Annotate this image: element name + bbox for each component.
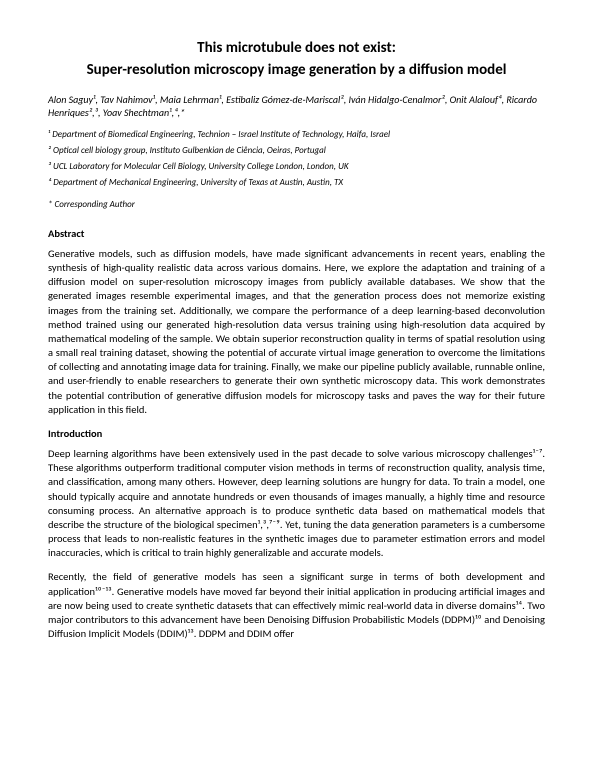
introduction-heading: Introduction [48,427,545,441]
affiliation-2: ² Optical cell biology group, Instituto … [48,145,545,156]
introduction-para-1: Deep learning algorithms have been exten… [48,447,545,560]
affiliation-1: ¹ Department of Biomedical Engineering, … [48,129,545,140]
paper-title-block: This microtubule does not exist: Super-r… [48,38,545,81]
abstract-heading: Abstract [48,227,545,241]
affiliation-4: ⁴ Department of Mechanical Engineering, … [48,177,545,188]
author-list: Alon Saguy¹, Tav Nahimov¹, Maia Lehrman¹… [48,93,545,119]
corresponding-author-note: * Corresponding Author [48,199,545,211]
title-line-1: This microtubule does not exist: [48,38,545,58]
affiliation-3: ³ UCL Laboratory for Molecular Cell Biol… [48,161,545,172]
abstract-text: Generative models, such as diffusion mod… [48,247,545,417]
title-line-2: Super-resolution microscopy image genera… [48,60,545,80]
introduction-para-2: Recently, the field of generative models… [48,570,545,641]
